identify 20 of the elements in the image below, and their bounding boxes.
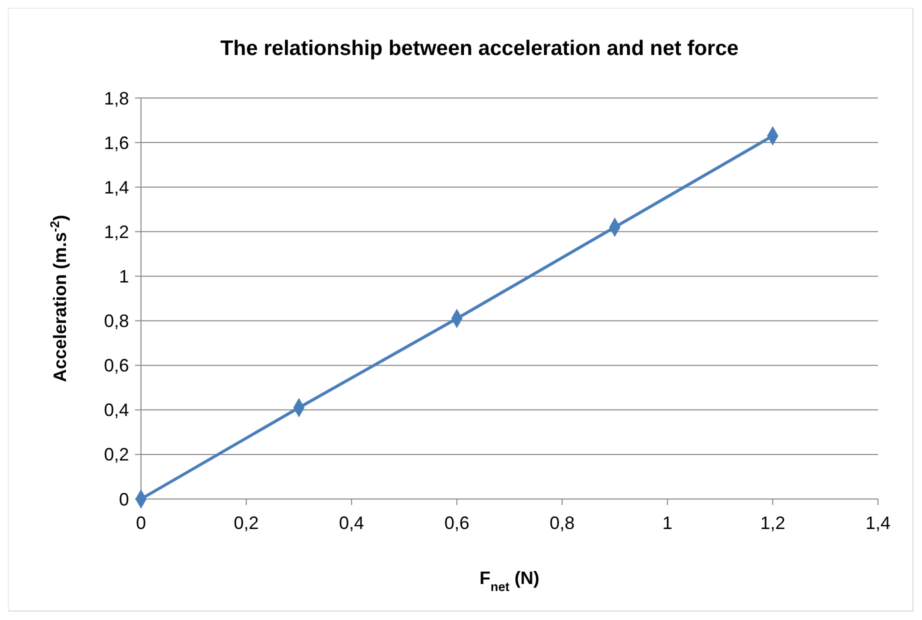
y-tick-label: 1,6 [104, 132, 129, 153]
y-tick-label: 0,2 [104, 444, 129, 465]
y-tick-label: 0,8 [104, 311, 129, 332]
x-tick-label: 1,4 [865, 513, 891, 533]
y-tick-label: 0,6 [104, 356, 129, 376]
x-tick-label: 0,8 [550, 513, 575, 533]
y-tick-label: 1,4 [104, 177, 129, 198]
x-axis-title: F$_{net}$ (N) [480, 568, 540, 594]
x-tick-label: 0,4 [339, 513, 364, 533]
y-tick-label: 0 [118, 489, 129, 510]
x-tick-label: 0 [136, 513, 146, 533]
y-tick-label: 1,8 [104, 88, 129, 108]
y-tick-label: 1 [118, 266, 129, 287]
y-tick-label: 0,4 [104, 400, 129, 420]
x-tick-label: 1,2 [760, 513, 786, 533]
x-tick-label: 0,2 [234, 513, 259, 533]
chart-title: The relationship between acceleration and net force [220, 37, 739, 60]
x-tick-label: 0,6 [444, 513, 470, 533]
x-tick-label: 1 [662, 513, 672, 533]
y-tick-label: 1,2 [104, 222, 129, 242]
